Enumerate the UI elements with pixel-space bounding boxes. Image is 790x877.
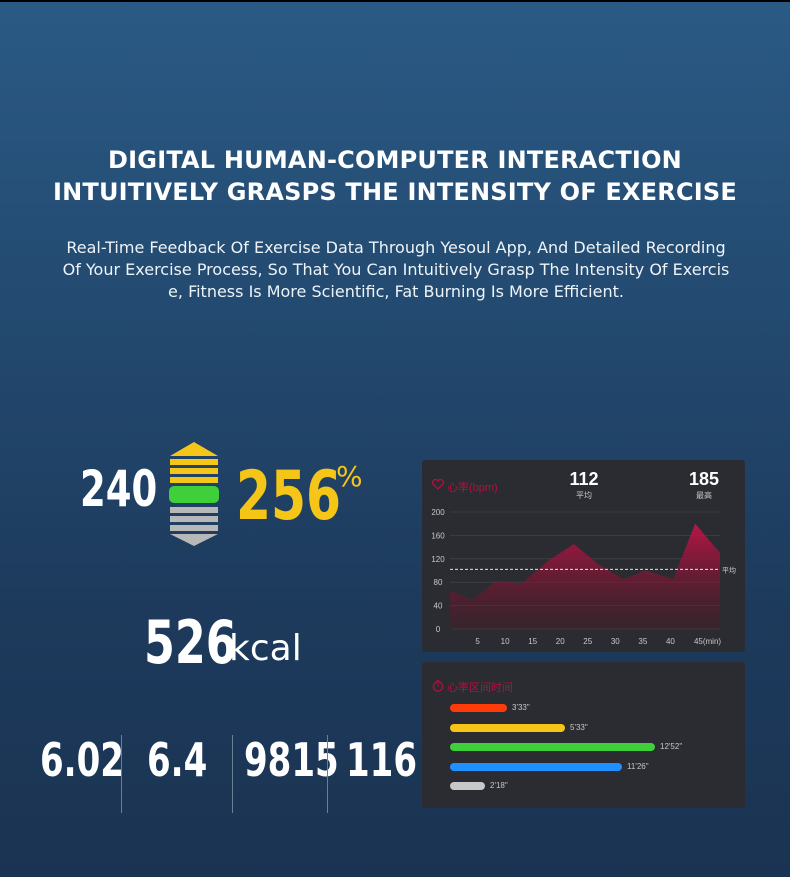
- avg-heart-rate-value: 112: [569, 469, 599, 489]
- x-tick-label: 10: [501, 637, 510, 646]
- divider: [121, 735, 122, 813]
- zone-bar: [450, 743, 655, 751]
- title-line-2: INTUITIVELY GRASPS THE INTENSITY OF EXER…: [53, 178, 737, 206]
- stat-bottom-3: 9815: [244, 733, 339, 787]
- stat-bottom-4: 116: [346, 733, 418, 787]
- divider: [232, 735, 233, 813]
- kcal-value: 526: [144, 608, 237, 678]
- zone-duration: 12'52": [660, 742, 683, 751]
- title-line-1: DIGITAL HUMAN-COMPUTER INTERACTION: [108, 146, 682, 174]
- watts-value: 240: [80, 460, 158, 518]
- zone-duration: 11'26": [627, 761, 649, 771]
- divider: [327, 735, 328, 813]
- max-heart-rate-value: 185: [688, 469, 720, 489]
- max-heart-rate-label: 最高: [696, 491, 712, 500]
- zone-bar: [450, 762, 622, 771]
- max-heart-rate: 185 最高: [684, 469, 724, 501]
- zone-bar: [450, 723, 565, 732]
- percent-value: 256: [236, 457, 342, 536]
- zone-duration: 2'18": [490, 781, 508, 790]
- x-tick-label: 45(min): [694, 637, 721, 646]
- description-line-2: Of Your Exercise Process, So That You Ca…: [62, 260, 730, 279]
- zone-bar: [450, 704, 507, 712]
- x-tick-label: 5: [475, 637, 480, 646]
- y-tick-label: 40: [434, 602, 443, 611]
- page-title: DIGITAL HUMAN-COMPUTER INTERACTION INTUI…: [0, 144, 790, 208]
- heart-rate-card: 心率(bpm) 112 平均 185 最高 平均 0 40 80 120 160 200 …: [422, 460, 745, 652]
- avg-heart-rate-label: 平均: [576, 491, 592, 500]
- y-tick-label: 200: [431, 508, 445, 517]
- x-tick-label: 15: [528, 637, 537, 646]
- average-line-label: 平均: [722, 565, 736, 574]
- description: Real-Time Feedback Of Exercise Data Thro…: [44, 237, 748, 303]
- x-tick-label: 40: [666, 637, 675, 646]
- stat-bottom-2: 6.4: [147, 733, 208, 787]
- zone-bar: [450, 782, 485, 790]
- stat-bottom-1: 6.02: [40, 733, 124, 787]
- y-tick-label: 80: [434, 578, 443, 587]
- x-tick-label: 25: [583, 637, 592, 646]
- timer-icon: [432, 680, 444, 692]
- kcal-unit: kcal: [229, 628, 302, 669]
- x-tick-label: 30: [611, 637, 620, 646]
- heart-rate-title: 心率(bpm): [447, 482, 498, 494]
- heart-rate-area: [450, 523, 720, 629]
- y-tick-label: 120: [431, 555, 445, 564]
- y-tick-label: 0: [436, 625, 441, 634]
- intensity-level-icon: [169, 442, 219, 546]
- zone-title: 心率区间时间: [447, 682, 513, 694]
- zone-duration: 3'33": [512, 703, 530, 712]
- x-tick-label: 35: [638, 637, 647, 646]
- zone-duration: 5'33": [570, 722, 588, 732]
- heart-icon: [432, 479, 444, 490]
- percent-sign: %: [336, 460, 363, 493]
- heart-rate-chart: 平均 0 40 80 120 160 200 5 10 15 20 25 30 35 40 45(min): [431, 508, 736, 646]
- avg-heart-rate: 112 平均: [562, 469, 606, 501]
- x-tick-label: 20: [556, 637, 565, 646]
- y-tick-label: 160: [431, 531, 445, 540]
- description-line-3: e, Fitness Is More Scientific, Fat Burni…: [168, 282, 624, 301]
- description-line-1: Real-Time Feedback Of Exercise Data Thro…: [66, 238, 726, 257]
- top-border: [0, 0, 790, 2]
- heart-rate-zone-card: 心率区间时间 3'33" 5'33" 12'52" 11'26" 2'18": [422, 662, 745, 808]
